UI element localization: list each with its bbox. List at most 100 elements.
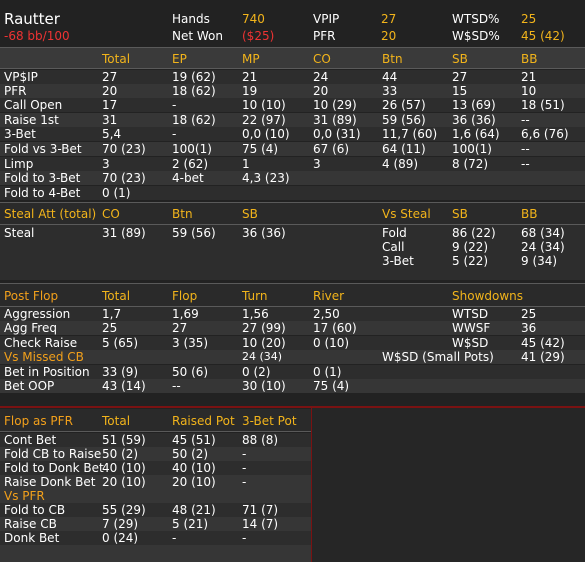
cell: 18 (62): [172, 84, 216, 98]
stat-label-vpip: VPIP: [313, 12, 340, 26]
cell: 22 (97): [242, 113, 286, 127]
cell: 10 (10): [242, 98, 286, 112]
cell: 48 (21): [172, 503, 216, 517]
cell: 17 (60): [313, 321, 357, 335]
cell: 5 (65): [102, 336, 139, 350]
cell: 19: [242, 84, 258, 98]
stat-label-net-won: Net Won: [172, 29, 223, 43]
showdown-label: W$SD (Small Pots): [382, 350, 494, 364]
col-header: Btn: [172, 207, 193, 221]
cell: 59 (56): [382, 113, 426, 127]
cell: -: [242, 531, 247, 545]
vs-missed-cb-label: Vs Missed CB: [4, 350, 84, 364]
postflop-header: Post Flop Total Flop Turn River Showdown…: [0, 284, 585, 306]
col-header: Turn: [242, 289, 268, 303]
divider: [0, 306, 585, 307]
row-label: 3-Bet: [382, 254, 414, 268]
stat-value-pfr: 20: [381, 29, 397, 43]
divider: [0, 224, 585, 225]
cell: 75 (4): [242, 142, 279, 156]
cell: 27: [172, 321, 188, 335]
row-label: Fold vs 3-Bet: [4, 142, 82, 156]
col-header: Total: [102, 52, 131, 66]
cell: -: [172, 531, 177, 545]
table-row: Fold to 4-Bet 0 (1): [0, 186, 585, 200]
cell: 50 (2): [172, 447, 209, 461]
row-label: VP$IP: [4, 70, 38, 84]
cell: 15: [452, 84, 468, 98]
steal-body: Steal 31 (89) 59 (56) 36 (36) Fold 86 (2…: [0, 225, 585, 280]
cell: --: [521, 113, 530, 127]
row-label: Raise CB: [4, 517, 57, 531]
row-label: Limp: [4, 157, 34, 171]
col-header: SB: [242, 207, 258, 221]
cell: 21: [242, 70, 258, 84]
cell: 9 (22): [452, 240, 489, 254]
table-row: Raise CB 7 (29) 5 (21) 14 (7): [0, 517, 311, 531]
steal-title: Steal Att (total): [4, 207, 97, 221]
col-header: 3-Bet Pot: [242, 414, 297, 428]
cell: 10 (29): [313, 98, 357, 112]
cell: 21: [521, 70, 537, 84]
cell: 86 (22): [452, 226, 496, 240]
cell: 27 (99): [242, 321, 286, 335]
cell: 71 (7): [242, 503, 279, 517]
cell: 27: [102, 70, 118, 84]
cell: 5,4: [102, 127, 122, 141]
cell: 75 (4): [313, 379, 350, 393]
col-header: Btn: [382, 52, 403, 66]
row-label: Fold to 3-Bet: [4, 171, 81, 185]
cell: 67 (6): [313, 142, 350, 156]
cell: 64 (11): [382, 142, 426, 156]
cell: 5 (22): [452, 254, 489, 268]
showdowns-title: Showdowns: [452, 289, 524, 303]
row-label: Call Open: [4, 98, 63, 112]
row-label: PFR: [4, 84, 27, 98]
table-row: Agg Freq 25 27 27 (99) 17 (60): [0, 321, 585, 335]
row-label: 3-Bet: [4, 127, 36, 141]
row-label: Fold to 4-Bet: [4, 186, 81, 200]
cell: 5 (21): [172, 517, 209, 531]
row-label: Fold: [382, 226, 407, 240]
cell: 100(1): [452, 142, 492, 156]
row-label: Aggression: [4, 307, 71, 321]
showdown-value: 41 (29): [521, 350, 565, 364]
cell: --: [521, 142, 530, 156]
stat-label-wsd: W$SD%: [452, 29, 500, 43]
cell: 31 (89): [313, 113, 357, 127]
pfr-header: Flop as PFR Total Raised Pot 3-Bet Pot: [0, 409, 311, 431]
table-row: PFR 20 18 (62) 19 20 33 15 10: [0, 84, 585, 98]
cell: 10 (20): [242, 336, 286, 350]
col-header: Total: [102, 289, 131, 303]
cell: 11,7 (60): [382, 127, 438, 141]
table-row: VP$IP 27 19 (62) 21 24 44 27 21: [0, 70, 585, 84]
cell: --: [521, 157, 530, 171]
showdown-label: WTSD: [452, 307, 489, 321]
cell: 55 (29): [102, 503, 146, 517]
stat-value-net-won: ($25): [242, 29, 275, 43]
cell: 43 (14): [102, 379, 146, 393]
cell: 18 (62): [172, 113, 216, 127]
stat-value-wsd: 45 (42): [521, 29, 565, 43]
cell: 45 (51): [172, 433, 216, 447]
cell: 100(1): [172, 142, 212, 156]
cell: 10: [521, 84, 537, 98]
divider: [0, 406, 585, 408]
table-row: Donk Bet 0 (24) - -: [0, 531, 311, 545]
row-label: Fold to CB: [4, 503, 66, 517]
cell: 27: [452, 70, 468, 84]
showdown-label: WWSF: [452, 321, 491, 335]
row-label: Cont Bet: [4, 433, 57, 447]
row-label: Donk Bet: [4, 531, 60, 545]
cell: 70 (23): [102, 142, 146, 156]
cell: 20: [102, 84, 118, 98]
col-header: MP: [242, 52, 260, 66]
col-header: SB: [452, 207, 468, 221]
table-row: Check Raise 5 (65) 3 (35) 10 (20) 0 (10): [0, 336, 585, 350]
divider: [0, 431, 311, 432]
cell: 1,7: [102, 307, 122, 321]
stat-label-pfr: PFR: [313, 29, 336, 43]
table-row: Vs Missed CB 24 (34): [0, 350, 585, 364]
cell: 1: [242, 157, 250, 171]
showdown-label: W$SD: [452, 336, 489, 350]
